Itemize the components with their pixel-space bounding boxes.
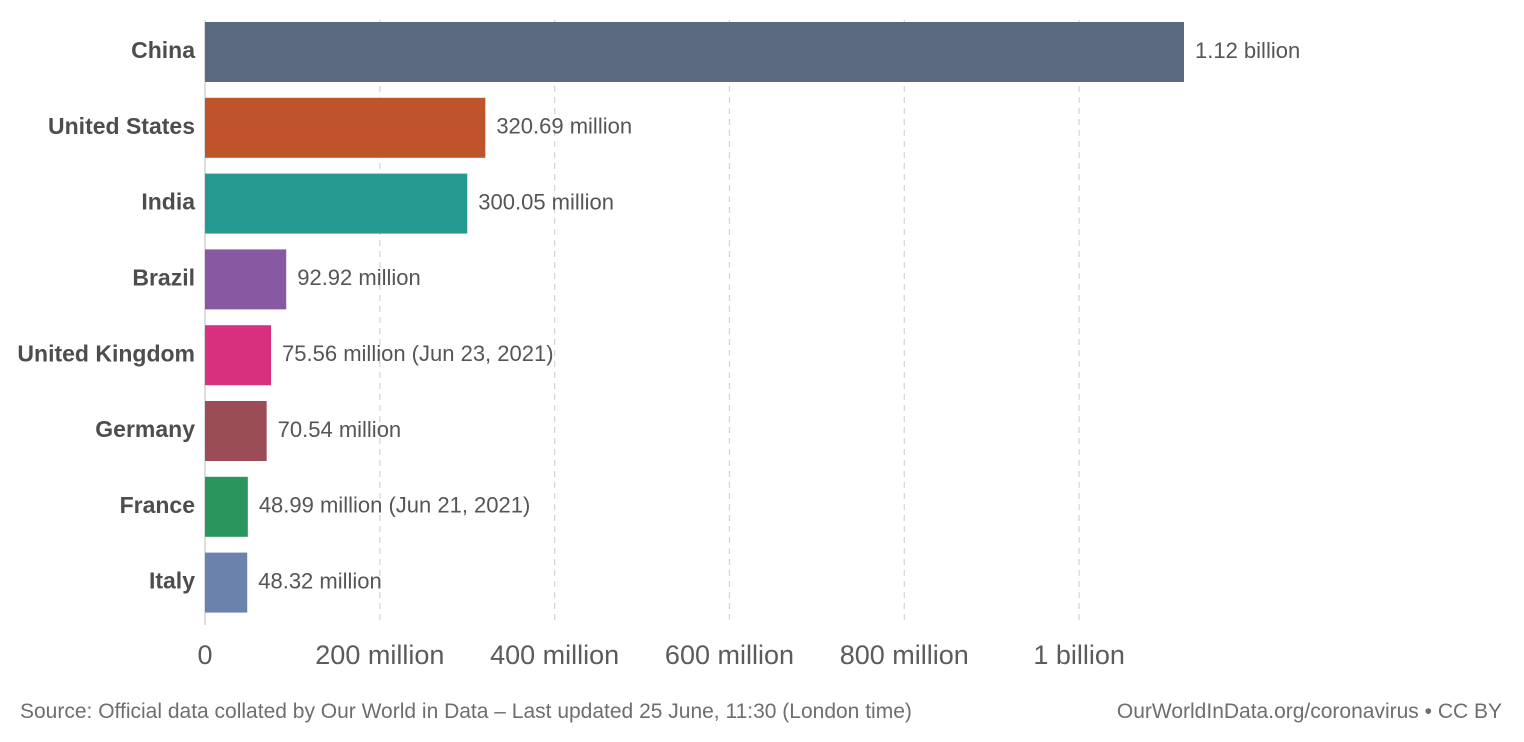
value-label: 92.92 million [297,265,421,290]
value-label: 320.69 million [496,114,632,139]
x-tick-label: 0 [197,640,212,670]
x-tick-label: 200 million [315,640,444,670]
x-tick-label: 400 million [490,640,619,670]
bar[interactable] [205,97,486,158]
value-label: 48.32 million [258,568,382,593]
category-label: China [131,37,195,63]
value-label: 1.12 billion [1195,38,1300,63]
bar[interactable] [205,325,272,386]
category-label: United Kingdom [17,340,195,366]
labels: China 1.12 billion United States 320.69 mil… [17,37,1300,594]
x-tick-label: 1 billion [1033,640,1125,670]
category-label: Brazil [132,264,195,290]
value-label: 300.05 million [478,189,614,214]
category-label: Italy [149,568,195,594]
bar[interactable] [205,173,468,234]
x-tick-label: 800 million [840,640,969,670]
value-label: 70.54 million [278,417,402,442]
x-tick-label: 600 million [665,640,794,670]
x-axis-ticks: 0 200 million 400 million 600 million 800 mi… [197,640,1124,670]
credit-link[interactable]: OurWorldInData.org/coronavirus • CC BY [1116,700,1502,723]
source-note: Source: Official data collated by Our Wo… [20,700,912,723]
bar[interactable] [205,552,248,613]
category-label: France [120,492,195,518]
value-label: 48.99 million (Jun 21, 2021) [259,493,531,518]
category-label: Germany [95,416,195,442]
bar[interactable] [205,249,287,310]
value-label: 75.56 million (Jun 23, 2021) [282,341,554,366]
bar[interactable] [205,22,1184,82]
bar[interactable] [205,401,267,461]
bar[interactable] [205,476,248,537]
category-label: India [141,189,195,215]
category-label: United States [48,113,195,139]
bars [205,22,1184,613]
